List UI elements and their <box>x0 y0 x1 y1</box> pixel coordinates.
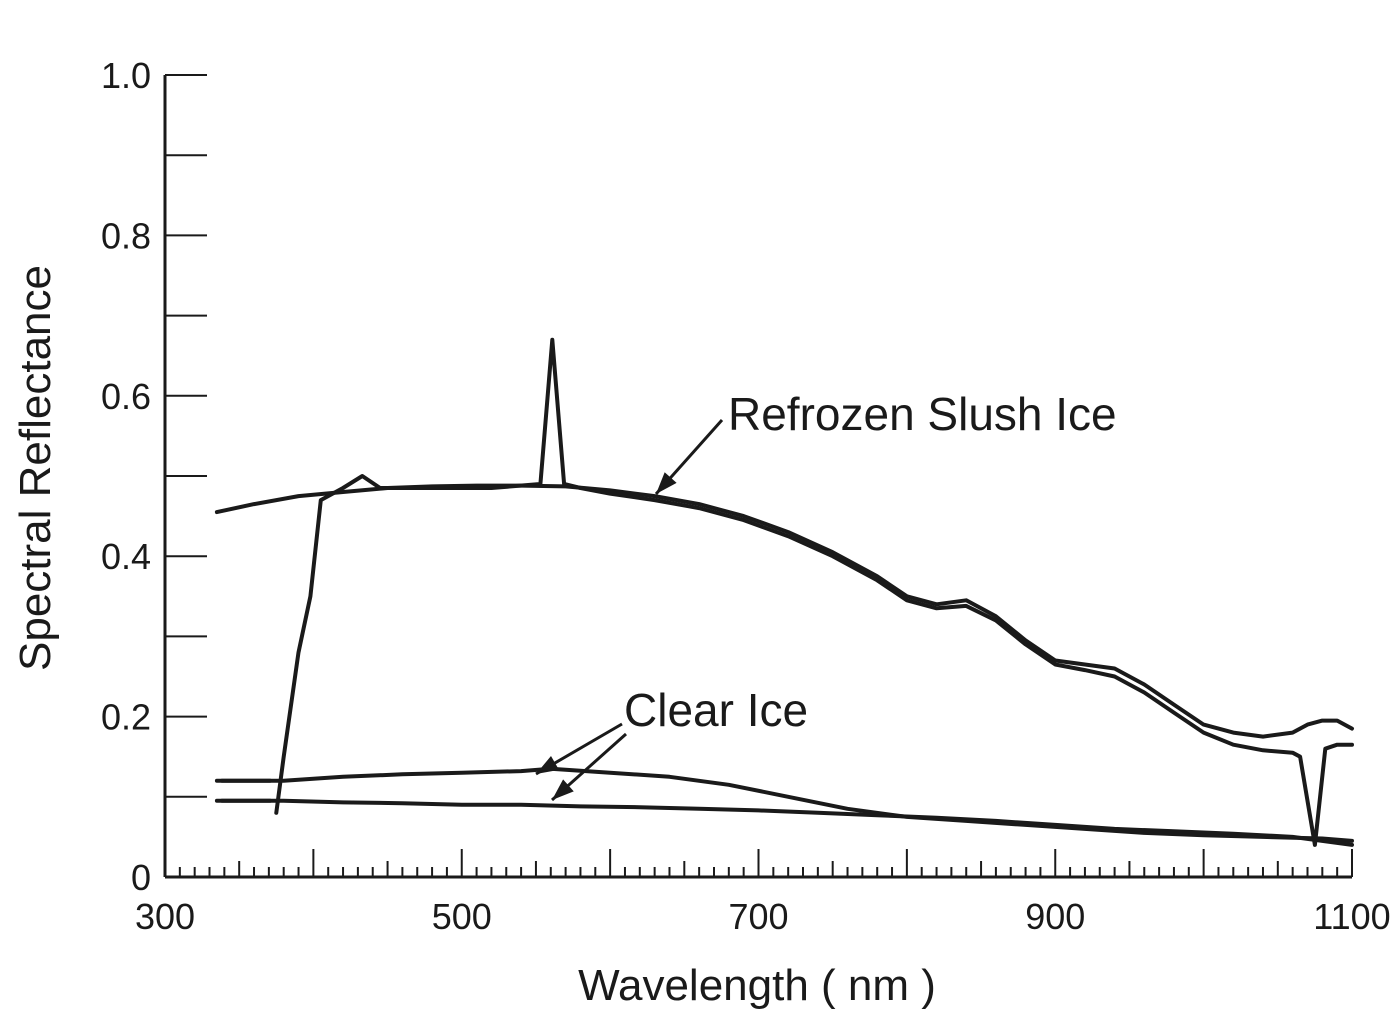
series-line-4 <box>214 798 1354 847</box>
arrow-clear-ice-upper-head <box>536 756 560 774</box>
series-line-2 <box>274 337 1354 847</box>
arrow-refrozen-slush-ice-head <box>656 472 677 494</box>
y-tick-label: 0.6 <box>101 376 151 417</box>
axes: 0 0.2 0.4 0.6 0.8 1.0 300 500 700 900 1100 <box>101 55 1391 937</box>
series-line-3 <box>214 766 1354 843</box>
y-tick-label: 1.0 <box>101 55 151 96</box>
y-axis-title: Spectral Reflectance <box>11 265 60 671</box>
y-tick-label: 0.4 <box>101 536 151 577</box>
arrow-clear-ice-lower-head <box>552 779 574 800</box>
annotation-layer: Refrozen Slush Ice Clear Ice <box>535 388 1117 802</box>
x-axis-title: Wavelength ( nm ) <box>578 961 936 1010</box>
x-tick-label: 300 <box>135 896 195 937</box>
annotation-refrozen-slush-ice: Refrozen Slush Ice <box>728 388 1117 440</box>
x-tick-label: 500 <box>432 896 492 937</box>
series-layer <box>214 337 1354 847</box>
y-tick-label: 0.8 <box>101 215 151 256</box>
y-tick-label: 0.2 <box>101 697 151 738</box>
x-tick-label: 700 <box>728 896 788 937</box>
y-tick-label: 0 <box>131 857 151 898</box>
annotation-clear-ice: Clear Ice <box>624 684 808 736</box>
x-tick-label: 1100 <box>1313 896 1390 937</box>
x-tick-label: 900 <box>1025 896 1085 937</box>
